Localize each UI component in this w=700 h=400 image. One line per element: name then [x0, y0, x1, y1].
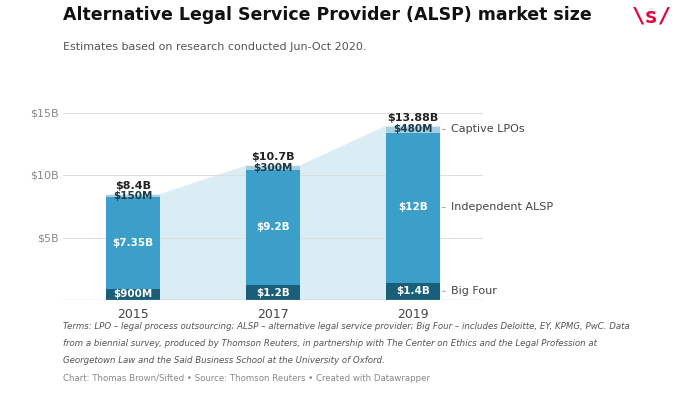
Bar	[106, 197, 160, 289]
Text: Independent ALSP: Independent ALSP	[442, 202, 553, 212]
Text: $12B: $12B	[398, 202, 428, 212]
Text: Estimates based on research conducted Jun-Oct 2020.: Estimates based on research conducted Ju…	[63, 42, 367, 52]
Bar	[386, 132, 440, 282]
Text: Alternative Legal Service Provider (ALSP) market size: Alternative Legal Service Provider (ALSP…	[63, 6, 592, 24]
Text: $150M: $150M	[113, 191, 153, 201]
Text: $1.4B: $1.4B	[396, 286, 430, 296]
Text: $10.7B: $10.7B	[251, 152, 295, 162]
Text: $8.4B: $8.4B	[115, 181, 151, 191]
Text: $300M: $300M	[253, 163, 293, 173]
Text: from a biennial survey, produced by Thomson Reuters, in partnership with The Cen: from a biennial survey, produced by Thom…	[63, 339, 597, 348]
Text: $480M: $480M	[393, 124, 433, 134]
Text: $9.2B: $9.2B	[256, 222, 290, 232]
Bar	[106, 289, 160, 300]
Text: $1.2B: $1.2B	[256, 288, 290, 298]
Text: \s/: \s/	[632, 6, 672, 26]
Text: Captive LPOs: Captive LPOs	[442, 124, 524, 134]
Text: Terms: LPO – legal process outsourcing; ALSP – alternative legal service provide: Terms: LPO – legal process outsourcing; …	[63, 322, 630, 331]
Polygon shape	[106, 126, 440, 300]
Text: $900M: $900M	[113, 289, 153, 299]
Bar	[246, 285, 300, 300]
Bar	[246, 170, 300, 285]
Bar	[246, 166, 300, 170]
Text: $7.35B: $7.35B	[113, 238, 153, 248]
Bar	[106, 195, 160, 197]
Text: Big Four: Big Four	[442, 286, 497, 296]
Text: $13.88B: $13.88B	[387, 113, 439, 123]
Bar	[386, 126, 440, 132]
Text: Chart: Thomas Brown/Sifted • Source: Thomson Reuters • Created with Datawrapper: Chart: Thomas Brown/Sifted • Source: Tho…	[63, 374, 430, 383]
Text: Georgetown Law and the Said Business School at the University of Oxford.: Georgetown Law and the Said Business Sch…	[63, 356, 385, 365]
Bar	[386, 282, 440, 300]
